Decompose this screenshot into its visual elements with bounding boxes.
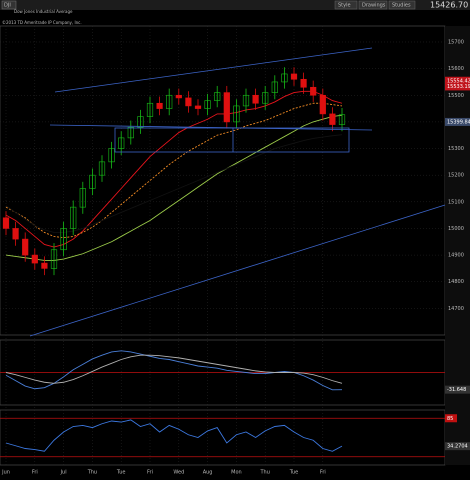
value-label-bg	[445, 442, 470, 451]
candle-body	[233, 105, 240, 123]
candle-body	[194, 105, 202, 109]
candle-body	[137, 116, 144, 128]
copyright: ©2013 TD Ameritrade IP Company, Inc.	[2, 20, 82, 25]
x-tick-label: Wed	[173, 470, 184, 476]
y-tick-label: 14700	[448, 306, 464, 312]
box	[114, 127, 350, 153]
candle-body	[262, 92, 269, 104]
y-tick-label: 15500	[448, 93, 464, 99]
candle-body	[319, 94, 326, 115]
value-label: -31.648	[447, 387, 466, 393]
candle-body	[310, 86, 317, 96]
candle-body	[118, 137, 125, 149]
x-tick-label: Jun	[1, 470, 10, 476]
candle-body	[300, 78, 307, 88]
price-label-bg	[445, 76, 470, 85]
button[interactable]	[388, 0, 416, 10]
candle-body	[175, 94, 182, 99]
trend-line	[54, 47, 373, 93]
price-label: 15399.84	[447, 119, 470, 125]
button-label: Style	[338, 3, 351, 9]
candle-body	[271, 81, 278, 93]
y-tick-label: 15600	[448, 66, 464, 72]
button-label: Studies	[392, 3, 411, 9]
x-tick-label: Thu	[259, 470, 269, 476]
candle-body	[252, 94, 259, 104]
candle-body	[2, 217, 10, 229]
candle-body	[70, 206, 77, 229]
candle-body	[166, 94, 173, 109]
toolbar	[0, 0, 470, 10]
trend-line	[49, 124, 373, 131]
indicator-line	[5, 354, 343, 384]
y-tick-label: 15700	[448, 39, 464, 45]
candle-body	[214, 92, 221, 101]
trend-line	[29, 204, 446, 337]
toolbar-buttons: Style Drawings Studies	[334, 0, 416, 10]
y-tick-label: 14900	[448, 253, 464, 259]
y-tick-label: 14800	[448, 279, 464, 285]
candle-body	[31, 254, 38, 264]
candle-body	[185, 97, 192, 107]
indicator-line	[5, 114, 343, 261]
candle-body	[98, 161, 106, 176]
candle-body	[50, 249, 58, 269]
price-label-bg	[445, 82, 470, 91]
candle-body	[60, 228, 67, 251]
price: 15426.70	[430, 1, 468, 10]
value-label-bg	[445, 385, 470, 394]
price-label: 15533.19	[447, 84, 470, 90]
candle-body	[281, 73, 288, 83]
x-tick-label: Fri	[32, 470, 38, 476]
y-tick-label: 15300	[448, 146, 464, 152]
candle-body	[156, 102, 163, 109]
x-tick-label: Aug	[203, 470, 213, 476]
price-label: 15554.42	[447, 78, 470, 84]
indicator-line	[5, 90, 343, 248]
symbol: DJI	[4, 3, 11, 9]
x-tick-label: Fri	[147, 470, 153, 476]
candle-body	[127, 126, 134, 139]
x-tick-label: Fri	[320, 470, 326, 476]
x-tick-label: Mon	[231, 470, 242, 476]
candle-body	[290, 73, 298, 80]
candle-body	[242, 94, 250, 107]
candle-body	[329, 113, 336, 125]
candle-body	[204, 100, 211, 109]
candle-body	[12, 228, 19, 240]
y-tick-label: 15000	[448, 226, 464, 232]
price-label-bg	[445, 117, 470, 126]
candle-body	[41, 262, 48, 269]
x-tick-label: Jul	[60, 470, 67, 476]
indicator-line	[5, 134, 343, 233]
value-label: 34.2704	[447, 444, 468, 450]
candle-body	[338, 114, 346, 125]
x-tick-label: Tue	[289, 470, 299, 476]
candle-body	[79, 188, 86, 208]
instrument-name: Dow Jones Industrial Average	[14, 9, 73, 14]
drawings	[29, 47, 446, 337]
indicator-line	[5, 419, 343, 452]
indicator-line	[5, 350, 343, 391]
button-label: Drawings	[362, 3, 386, 9]
indicator-line	[5, 102, 343, 239]
y-tick-label: 15200	[448, 173, 464, 179]
symbol-box[interactable]	[1, 0, 17, 10]
marker-label: 85	[447, 416, 453, 422]
candle-body	[146, 102, 154, 117]
candle-body	[89, 174, 96, 189]
x-tick-label: Thu	[87, 470, 97, 476]
button[interactable]	[358, 0, 388, 10]
candle-body	[108, 148, 115, 163]
candle-body	[223, 92, 230, 123]
button[interactable]	[334, 0, 358, 10]
candle-body	[22, 238, 29, 256]
y-tick-label: 15100	[448, 199, 464, 205]
marker-label-bg	[445, 414, 457, 423]
x-tick-label: Tue	[116, 470, 126, 476]
